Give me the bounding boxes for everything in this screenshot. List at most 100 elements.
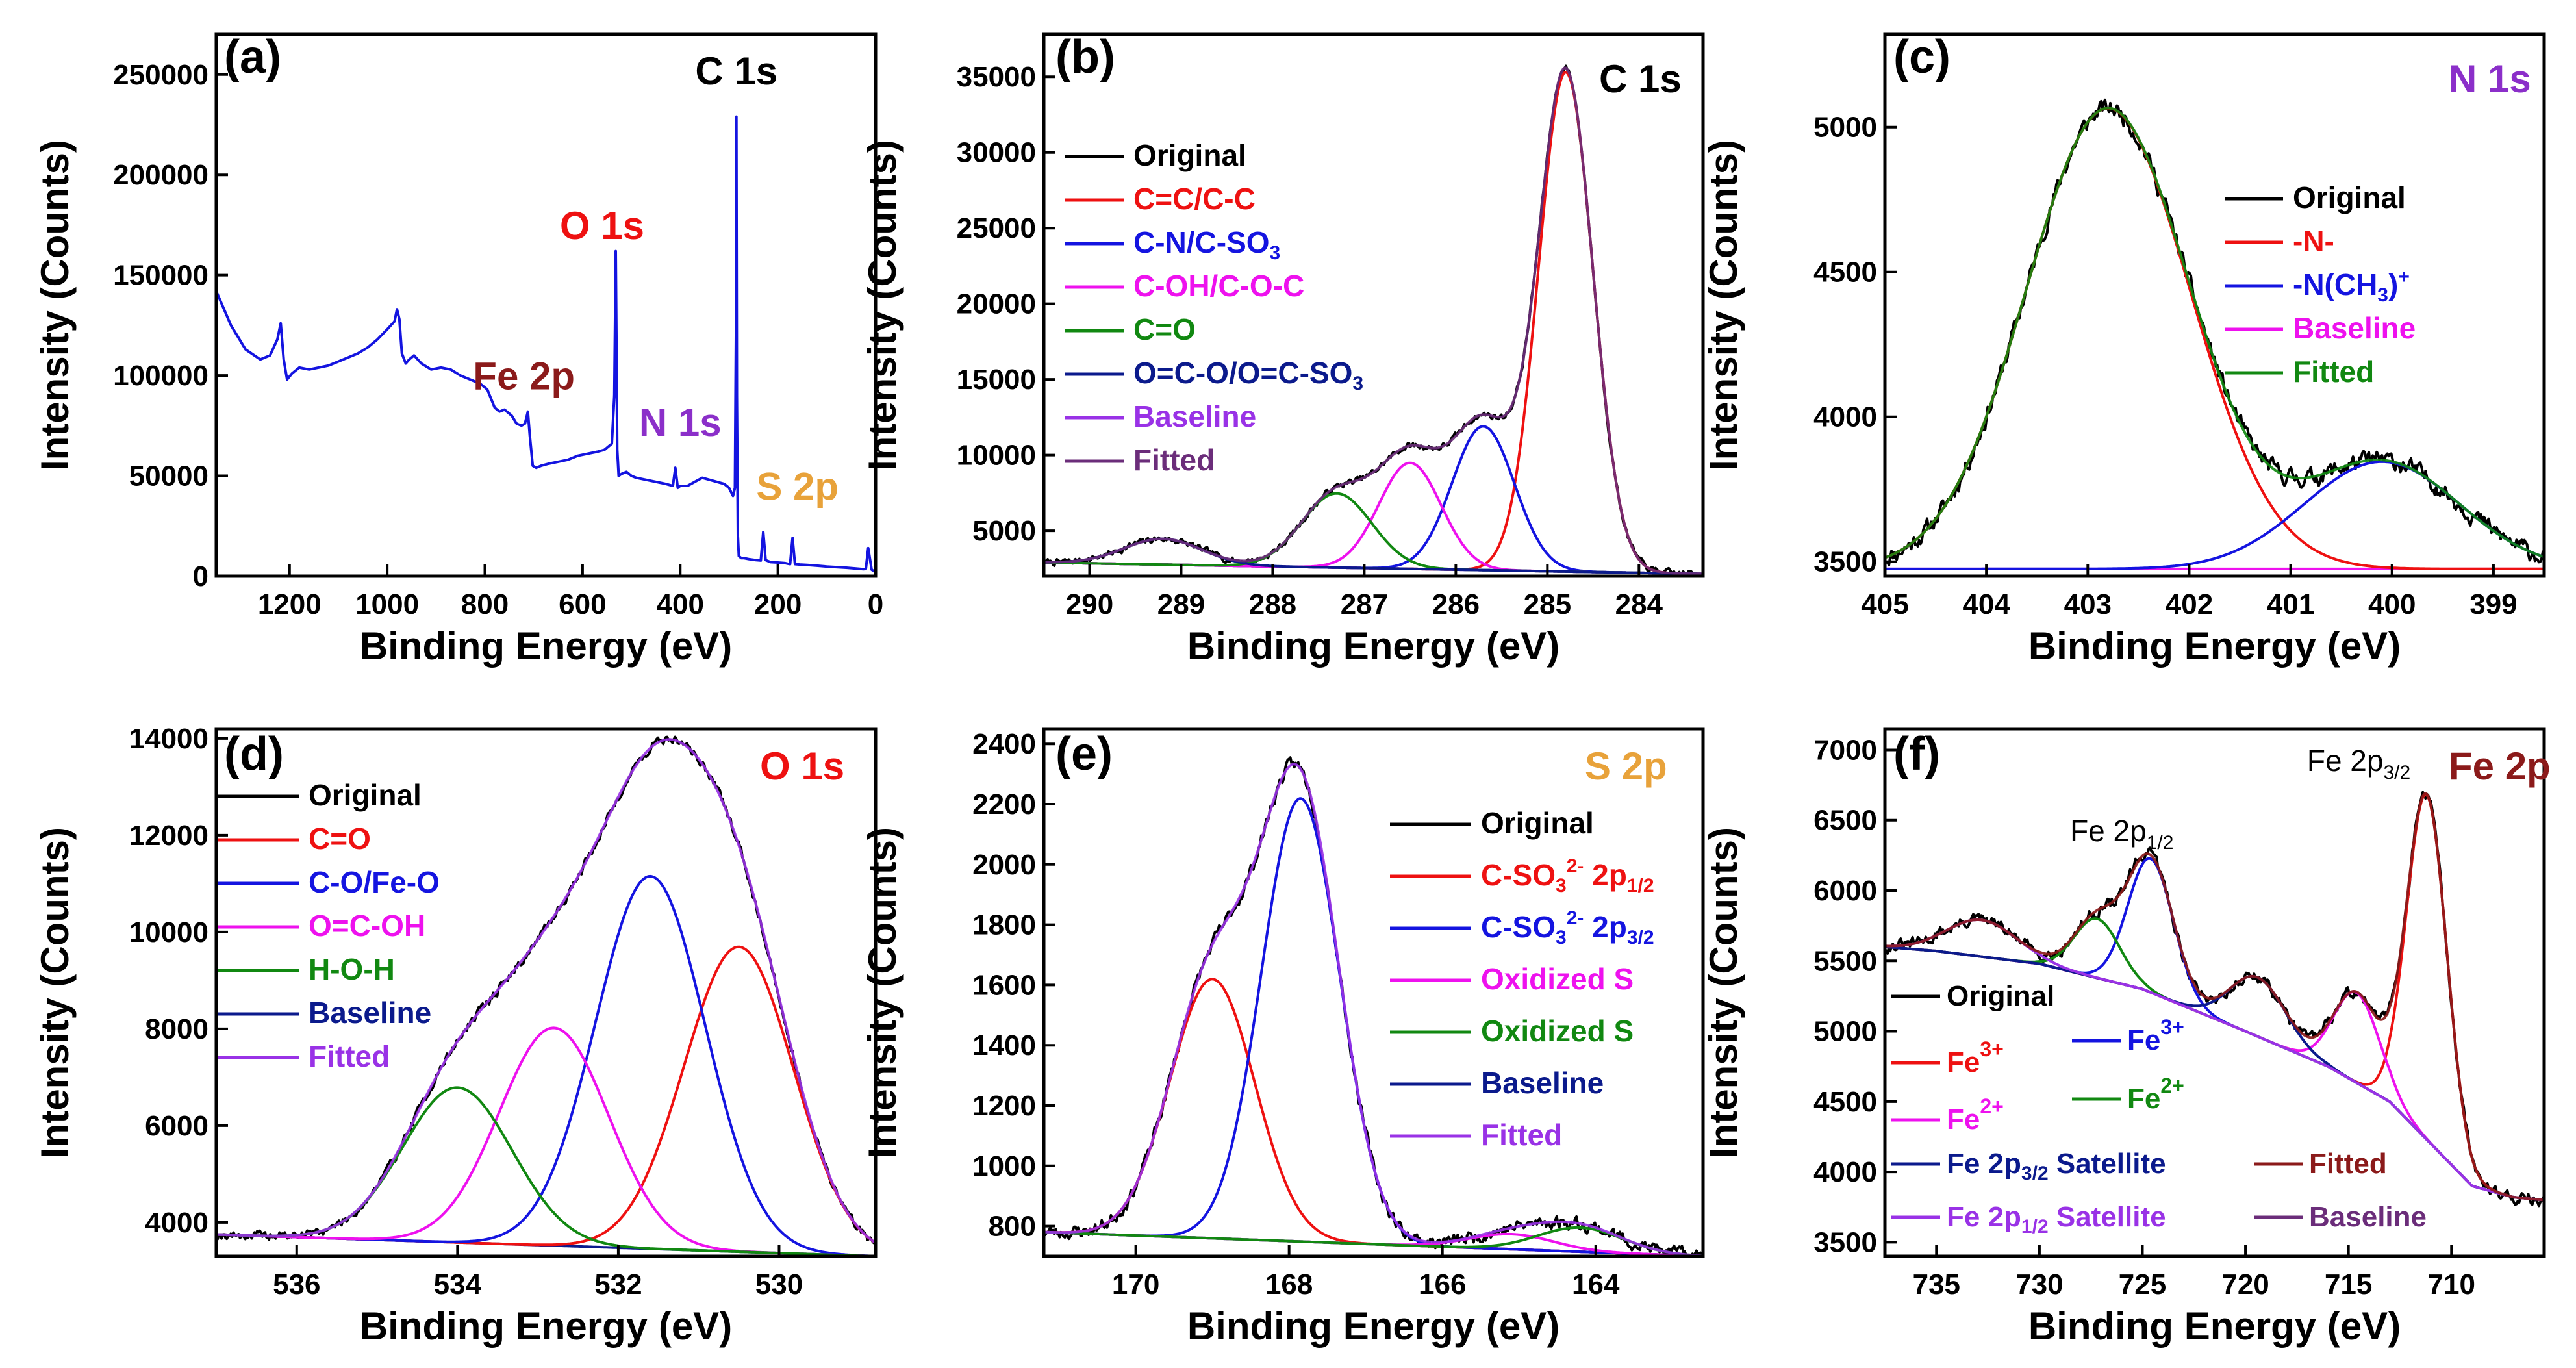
legend-text: O=C-O/O=C-SO — [1133, 356, 1352, 390]
legend-label: Oxidized S — [1481, 962, 1634, 996]
legend-label: C=C/C-C — [1133, 182, 1256, 216]
legend-subscript: 3 — [2377, 285, 2388, 306]
panel-f: 735 730 725 720 715 710 3500 4000 4500 5000 5500 60… — [1702, 727, 2551, 1348]
legend-text: Baseline — [1133, 399, 1256, 433]
legend-label: C-SO32- 2p1/2 — [1481, 855, 1654, 896]
y-tick-label: 2000 — [972, 849, 1036, 881]
y-tick-label: 150000 — [113, 260, 208, 292]
legend-label: C=O — [309, 822, 371, 855]
legend-text: Fitted — [309, 1039, 390, 1073]
y-tick-label: 2400 — [972, 728, 1036, 760]
legend-label: -N(CH3)+ — [2293, 266, 2410, 306]
x-axis-label: Binding Energy (eV) — [1187, 624, 1559, 668]
x-tick-label: 289 — [1157, 589, 1205, 620]
y-tick-label: 6000 — [145, 1110, 208, 1142]
legend-text: -N- — [2293, 224, 2334, 258]
y-tick-label: 7000 — [1813, 734, 1877, 766]
annotation-text: N 1s — [639, 401, 722, 444]
legend-subscript: 1/2 — [2021, 1216, 2049, 1237]
legend-superscript: 2+ — [1980, 1095, 2003, 1118]
legend-subscript: 3 — [1270, 242, 1281, 264]
legend-text: Fe — [1947, 1104, 1980, 1135]
legend-subscript: 3 — [1352, 373, 1363, 394]
series-line-peak — [1044, 537, 1703, 576]
axes-frame — [1042, 32, 1705, 578]
axes-frame — [1883, 32, 2546, 578]
legend-superscript: 2+ — [2160, 1074, 2184, 1097]
legend-text: Fitted — [2309, 1148, 2387, 1180]
x-tick-label: 402 — [2166, 589, 2213, 620]
legend-subscript: 3 — [1556, 875, 1567, 896]
y-tick-label: 4000 — [1813, 401, 1877, 433]
panel-label: (e) — [1055, 728, 1113, 780]
legend-text: -N(CH — [2293, 268, 2377, 301]
legend-label: O=C-OH — [309, 909, 425, 943]
y-tick-label: 35000 — [957, 61, 1036, 93]
plot-area — [1044, 64, 1703, 576]
y-axis-label: Intensity (Counts) — [861, 140, 904, 471]
legend-text: C-OH/C-O-C — [1133, 269, 1304, 303]
x-tick-label: 534 — [434, 1269, 482, 1300]
x-axis-label: Binding Energy (eV) — [360, 1304, 732, 1348]
panel-c: 405 404 403 402 401 400 399 3500 4000 4500 5000 Bin… — [1702, 31, 2546, 668]
axes-frame — [1883, 727, 2546, 1258]
x-tick-label: 0 — [868, 589, 883, 620]
x-tick-label: 168 — [1265, 1269, 1313, 1300]
panel-label: (d) — [224, 728, 284, 780]
legend-text: C=O — [1133, 312, 1196, 346]
y-tick-label: 800 — [989, 1211, 1036, 1243]
x-tick-label: 170 — [1112, 1269, 1159, 1300]
x-tick-label: 287 — [1341, 589, 1388, 620]
y-tick-label: 10000 — [957, 440, 1036, 472]
legend-label: Oxidized S — [1481, 1014, 1634, 1048]
x-tick-label: 405 — [1861, 589, 1908, 620]
legend-label: Original — [2293, 181, 2406, 214]
x-tick-label: 725 — [2119, 1269, 2166, 1300]
legend-text: Baseline — [2293, 311, 2416, 345]
legend-text: Baseline — [309, 996, 431, 1030]
annotation-text: S 2p — [756, 465, 839, 509]
legend-label: Fe 2p3/2 Satellite — [1947, 1148, 2166, 1184]
y-tick-label: 25000 — [957, 212, 1036, 244]
y-tick-label: 4500 — [1813, 1086, 1877, 1118]
legend-text: Original — [1947, 980, 2054, 1012]
series-line-peak — [1885, 460, 2544, 570]
x-tick-label: 286 — [1432, 589, 1480, 620]
legend-label: -N- — [2293, 224, 2334, 258]
legend-superscript: 3+ — [1980, 1037, 2003, 1061]
legend-text-tail: Satellite — [2049, 1201, 2166, 1233]
series-line-fitted — [216, 738, 876, 1245]
x-tick-label: 164 — [1572, 1269, 1620, 1300]
legend-label: C-O/Fe-O — [309, 865, 440, 899]
legend-text: Fe 2p — [1947, 1201, 2021, 1233]
legend-label: O=C-O/O=C-SO3 — [1133, 356, 1363, 394]
x-tick-label: 285 — [1524, 589, 1571, 620]
x-tick-label: 400 — [657, 589, 704, 620]
y-tick-label: 10000 — [129, 917, 208, 948]
legend-text: C-N/C-SO — [1133, 225, 1270, 259]
x-tick-label: 720 — [2221, 1269, 2269, 1300]
series-line-peak — [1044, 1226, 1703, 1256]
legend-label: C-N/C-SO3 — [1133, 225, 1280, 264]
y-tick-label: 5000 — [1813, 1016, 1877, 1048]
panel-e: 170 168 166 164 800 1000 1200 1400 1600 1800 2000 2… — [861, 727, 1705, 1348]
panel-title: N 1s — [2449, 57, 2531, 101]
annotation-text: Fe 2p — [2070, 814, 2147, 848]
series-line-fitted — [1044, 763, 1703, 1256]
panel-title: O 1s — [760, 744, 844, 788]
x-tick-label: 530 — [755, 1269, 803, 1300]
y-tick-label: 14000 — [129, 723, 208, 755]
panel-a: 1200 1000 800 600 400 200 0 0 50000 100000 150000 2… — [33, 31, 883, 668]
legend-text-tail: 2p — [1584, 910, 1626, 944]
x-tick-label: 730 — [2015, 1269, 2063, 1300]
annotation-label: C 1s — [695, 49, 777, 93]
x-tick-label: 532 — [594, 1269, 642, 1300]
legend-text: H-O-H — [309, 952, 395, 986]
legend-subscript: 1/2 — [1627, 875, 1654, 896]
x-tick-label: 710 — [2428, 1269, 2475, 1300]
y-axis-label: Intensity (Counts) — [1702, 140, 1745, 471]
legend-text: Fitted — [1133, 443, 1215, 477]
y-axis-label: Intensity (Counts) — [33, 140, 77, 471]
legend-label: C=O — [1133, 312, 1196, 346]
axes-frame — [214, 32, 878, 578]
